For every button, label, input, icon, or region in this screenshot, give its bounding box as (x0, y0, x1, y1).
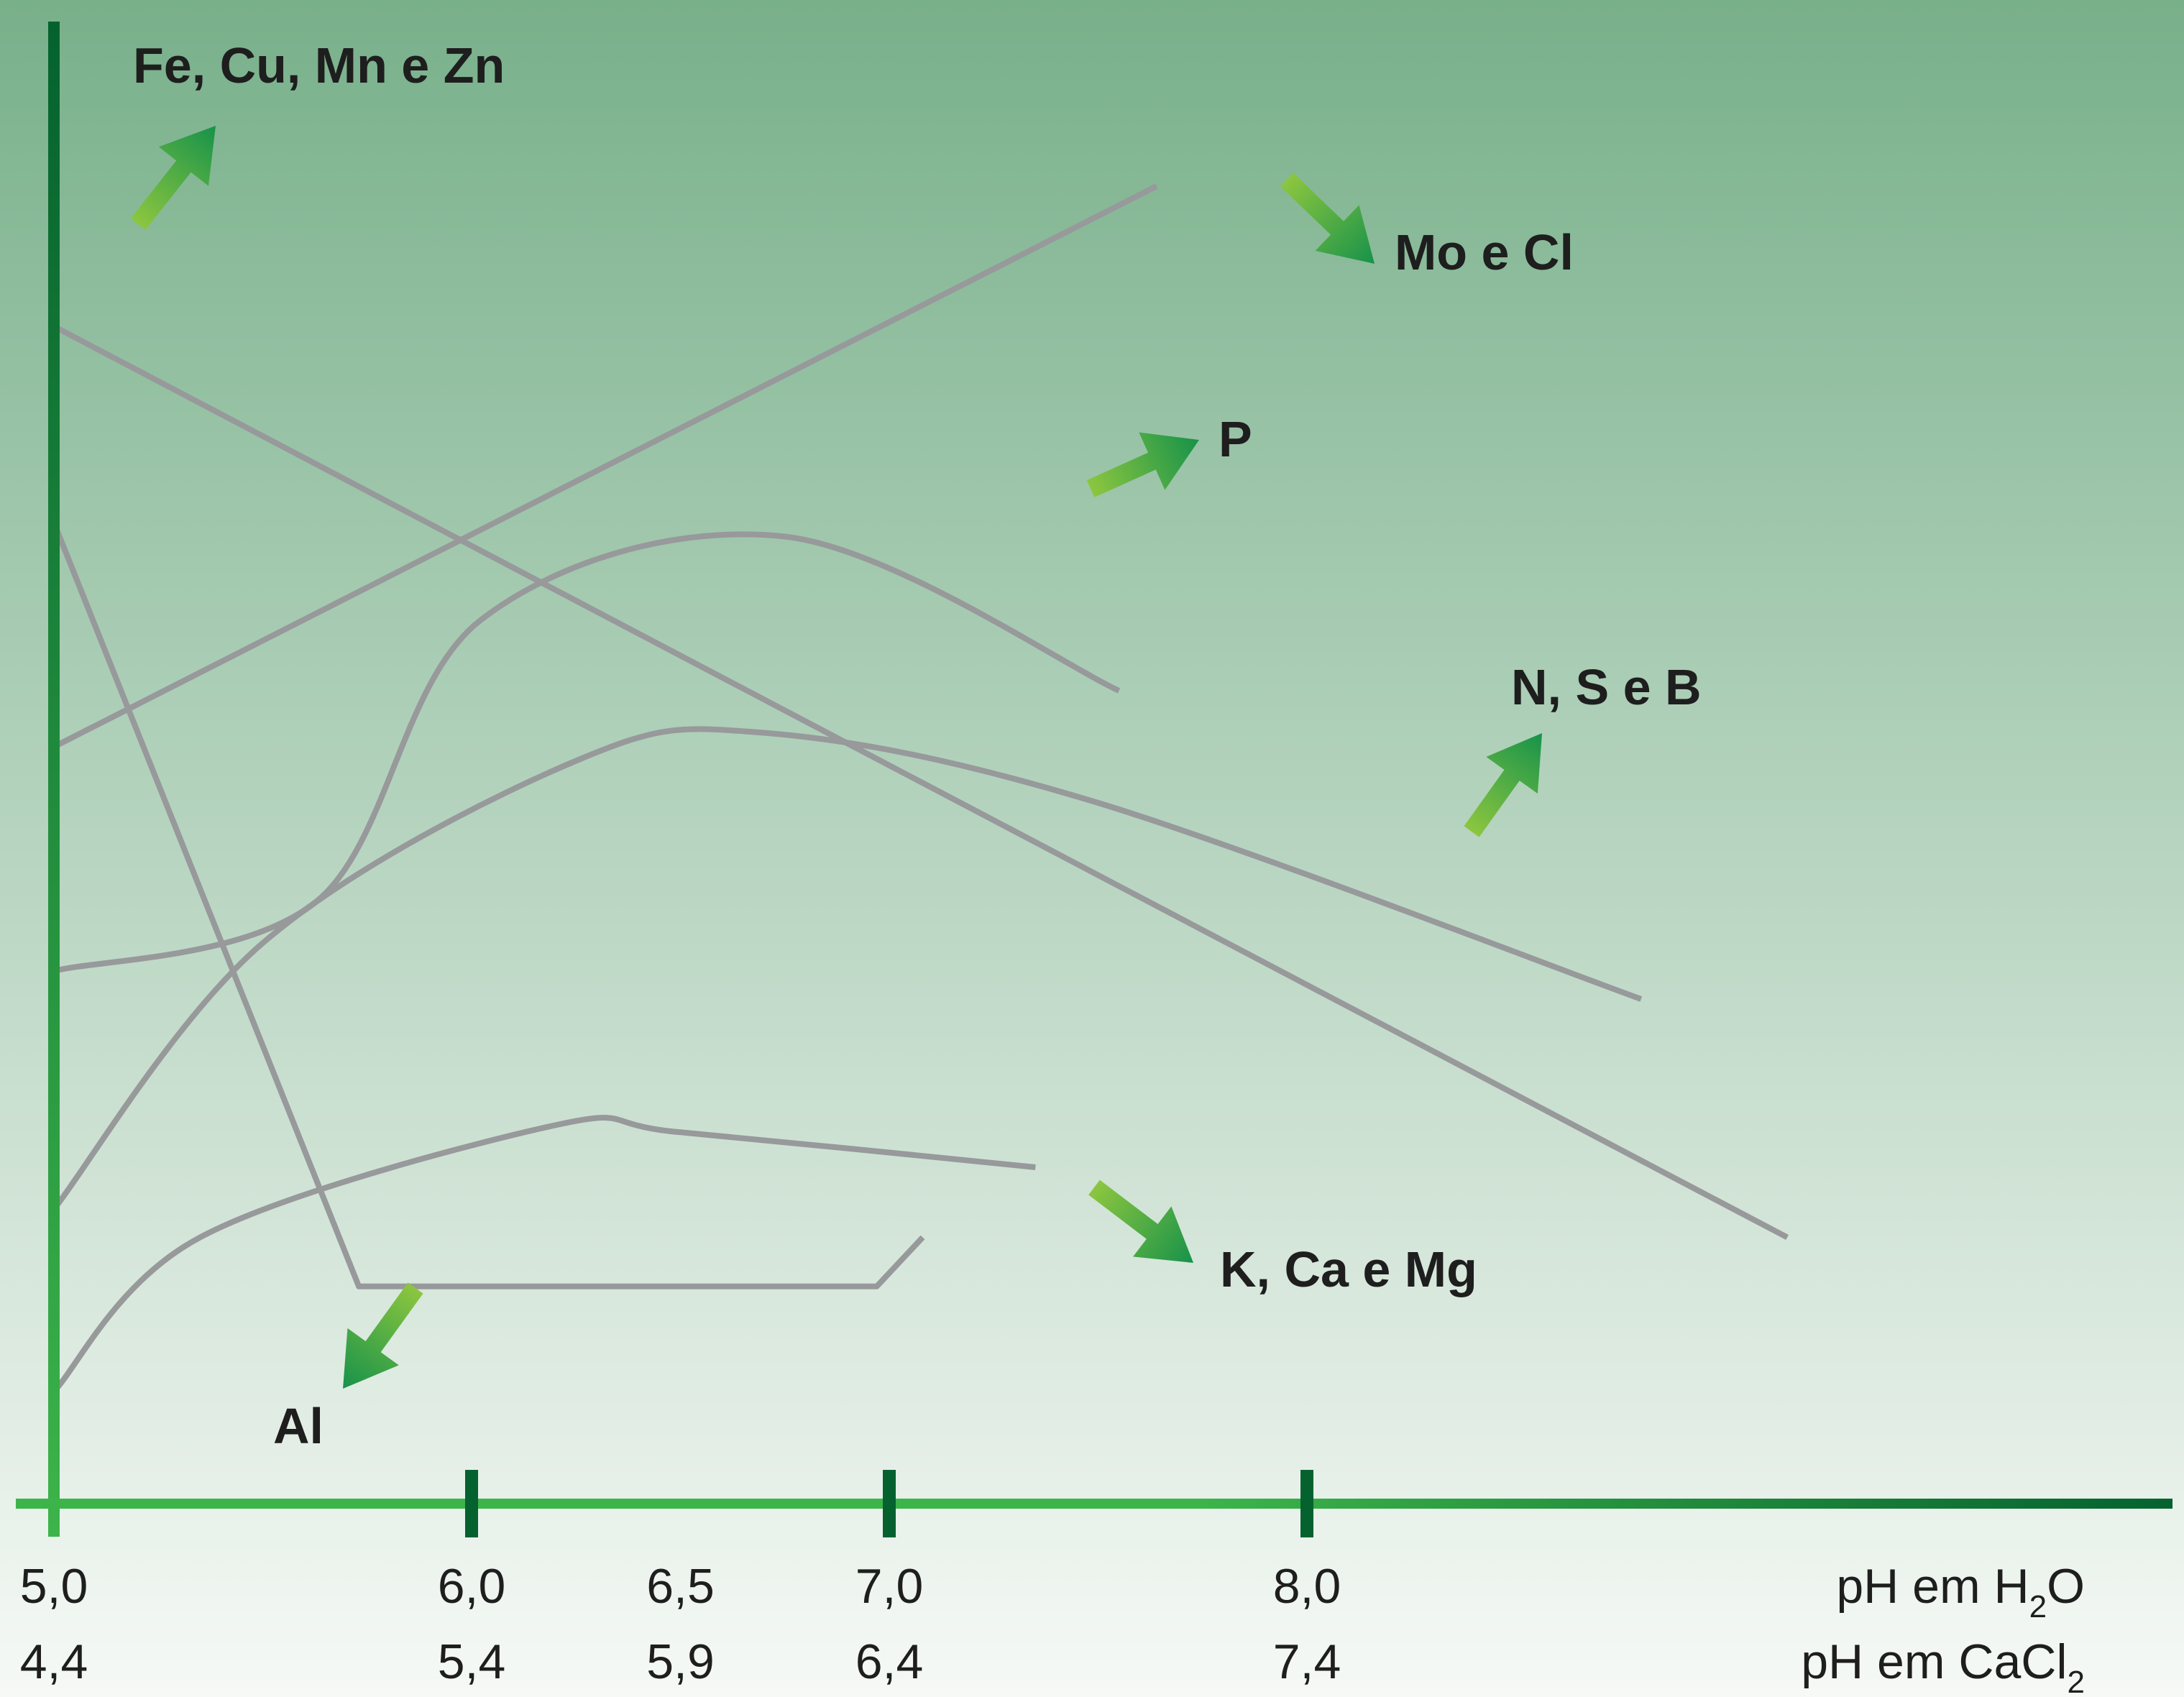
x-tick-label: 7,0 (855, 1559, 924, 1614)
curve-k-ca-e-mg (52, 1115, 1036, 1394)
x-axis (16, 1499, 2172, 1509)
arrow-k-ca-e-mg-icon (1088, 1179, 1193, 1263)
x-tick-label: 5,0 (20, 1559, 88, 1614)
x-tick-label: 6,4 (855, 1634, 924, 1689)
series-pointers (130, 126, 1542, 1389)
x-axis-label: pH em H2O (1836, 1559, 2085, 1624)
curve-al (51, 521, 925, 1289)
x-axis-label: pH em CaCl2 (1801, 1634, 2085, 1697)
tick-labels: 5,0 4,4 6,0 5,4 6,5 5,9 7,0 6,4 8,0 7,4 pH em H2O p… (20, 1559, 2085, 1697)
series-labels: Fe, Cu, Mn e Zn Mo e Cl P N, S e B K, Ca e M… (133, 37, 1702, 1454)
x-tick-mark (1300, 1470, 1313, 1537)
label-n-s-e-b: N, S e B (1511, 659, 1702, 715)
arrow-p-icon (1086, 432, 1199, 497)
label-fe-cu-mn-e-zn: Fe, Cu, Mn e Zn (133, 37, 505, 93)
curve-mo-e-cl (52, 183, 1158, 750)
x-tick-label: 4,4 (20, 1634, 88, 1689)
arrow-mo-e-cl-icon (1280, 173, 1375, 264)
y-axis (48, 22, 60, 1537)
curve-p (52, 531, 1121, 974)
x-tick-label: 5,4 (438, 1634, 506, 1689)
arrow-al-icon (343, 1282, 423, 1389)
x-tick-label: 6,0 (438, 1559, 506, 1614)
arrow-n-s-e-b-icon (1464, 732, 1542, 837)
curve-fe-cu-mn-e-zn (52, 323, 1789, 1241)
x-tick-mark (883, 1470, 896, 1537)
axes (16, 22, 2172, 1537)
series-curves (51, 183, 1789, 1394)
label-mo-e-cl: Mo e Cl (1395, 224, 1574, 280)
label-p: P (1219, 411, 1252, 467)
arrow-fe-cu-mn-e-zn-icon (130, 126, 216, 231)
x-tick-label: 8,0 (1273, 1559, 1341, 1614)
x-tick-label: 6,5 (646, 1559, 715, 1614)
x-tick-label: 5,9 (646, 1634, 715, 1689)
label-al: Al (273, 1398, 324, 1454)
x-tick-label: 7,4 (1273, 1634, 1341, 1689)
x-tick-mark (465, 1470, 478, 1537)
label-k-ca-e-mg: K, Ca e Mg (1220, 1241, 1477, 1297)
